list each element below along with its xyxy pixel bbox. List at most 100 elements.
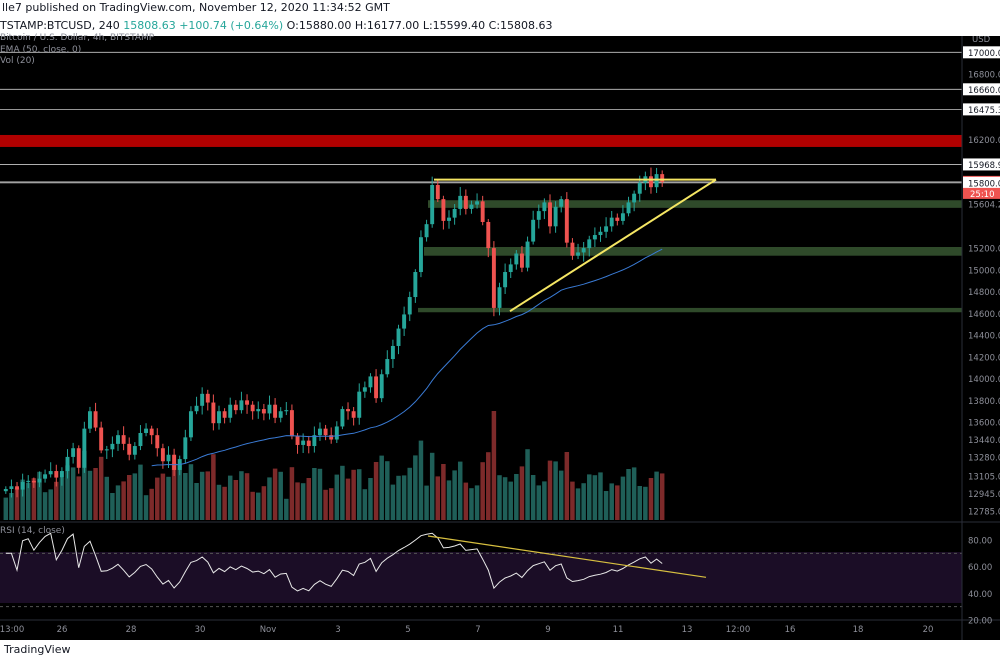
candle-body (452, 208, 457, 218)
volume-bar (385, 461, 390, 520)
candle-body (351, 411, 356, 418)
candle-body (127, 443, 132, 455)
time-tick-label: Nov (260, 625, 277, 635)
candle-body (654, 174, 659, 188)
candle-body (144, 428, 149, 433)
candle-body (407, 297, 412, 315)
candle-body (609, 217, 614, 227)
volume-bar (31, 478, 37, 520)
candle-body (160, 448, 165, 462)
time-tick-label: 18 (853, 625, 864, 635)
candle-body (497, 287, 502, 308)
candle-body (318, 428, 322, 436)
candle-body (598, 231, 603, 236)
candle-body (637, 182, 642, 194)
volume-bar (37, 471, 42, 520)
rsi-tick-label: 20.00 (968, 617, 992, 627)
candle-body (564, 199, 569, 243)
candle-body (104, 449, 109, 451)
volume-bar (424, 485, 429, 520)
candle-body (250, 404, 255, 412)
volume-bar (98, 456, 104, 520)
candle-body (340, 409, 345, 427)
volume-bar (87, 470, 93, 520)
volume-bar (581, 483, 586, 520)
volume-bar (177, 464, 182, 520)
volume-bar (93, 468, 98, 520)
volume-bar (143, 495, 149, 520)
countdown-tag (963, 187, 1000, 199)
volume-bar (413, 455, 418, 520)
price-tick-label: 13105.00 (968, 472, 1000, 482)
volume-bar (379, 455, 384, 520)
candle-body (587, 239, 592, 249)
ema-legend[interactable]: EMA (50, close, 0) (0, 45, 82, 55)
rsi-legend[interactable]: RSI (14, close) (0, 526, 65, 536)
candle-body (418, 237, 423, 273)
volume-bar (592, 475, 598, 520)
candle-body (222, 411, 227, 418)
high-value: H:16177.00 (354, 19, 420, 32)
candle-body (121, 435, 126, 444)
candle-body (570, 242, 575, 256)
symbol-bar: TSTAMP:BTCUSD, 240 15808.63 +100.74 (+0.… (0, 16, 1000, 36)
price-tick-label: 17000.00 (968, 49, 1000, 59)
candle-body (480, 201, 485, 222)
volume-bar (435, 476, 441, 520)
volume-bar (110, 493, 115, 520)
time-tick-label: 7 (475, 625, 480, 635)
candle-body (508, 264, 513, 273)
candle-body (424, 224, 429, 238)
time-tick-label: 13 (682, 625, 693, 635)
candle-body (278, 411, 283, 418)
volume-bar (216, 484, 222, 520)
price-change: +100.74 (+0.64%) (179, 19, 284, 32)
countdown-label: 25:10 (970, 190, 995, 200)
candle-body (82, 428, 87, 468)
price-tick-label: 16475.32 (968, 106, 1000, 116)
chart-title: Bitcoin / U.S. Dollar, 4h, BITSTAMP (0, 33, 155, 43)
resistance-zone (0, 134, 962, 147)
candle-body (256, 409, 261, 412)
level-price-tag (963, 103, 1000, 116)
volume-bar (256, 492, 261, 520)
volume-bar (312, 468, 317, 520)
publish-line: lle7 published on TradingView.com, Novem… (2, 1, 390, 14)
symbol-name[interactable]: TSTAMP:BTCUSD, 240 (0, 19, 120, 32)
triangle-support-line[interactable] (509, 178, 717, 313)
candle-body (26, 480, 31, 482)
candle-body (362, 387, 367, 392)
rsi-divergence-line[interactable] (427, 535, 707, 578)
volume-bar (205, 471, 211, 520)
volume-bar (272, 468, 278, 520)
candle-body (188, 411, 193, 438)
candle-body (71, 448, 76, 457)
candle-body (59, 471, 64, 478)
volume-bar (637, 486, 642, 520)
price-tick-label: 12785.00 (968, 507, 1000, 517)
time-tick-label: 20 (923, 625, 934, 635)
candle-body (37, 478, 42, 483)
volume-bar (659, 473, 665, 520)
rsi-line (5, 532, 663, 592)
volume-bar (480, 462, 485, 520)
support-zone (424, 247, 962, 256)
volume-bar (160, 473, 166, 520)
time-tick-label: 12:00 (726, 625, 751, 635)
candle-body (245, 400, 250, 405)
footer: TradingView (0, 640, 1000, 660)
volume-legend[interactable]: Vol (20) (0, 56, 35, 66)
volume-bar (587, 474, 592, 520)
candle-body (301, 440, 306, 445)
candle-body (284, 410, 289, 412)
volume-bar (368, 478, 373, 520)
volume-bar (82, 450, 87, 520)
price-tick-label: 13280.00 (968, 453, 1000, 463)
candle-body (228, 404, 233, 418)
candle-body (475, 201, 480, 205)
price-tick-label: 15200.00 (968, 245, 1000, 255)
candle-body (116, 435, 120, 444)
time-tick-label: 9 (545, 625, 550, 635)
candle-body (289, 410, 294, 437)
